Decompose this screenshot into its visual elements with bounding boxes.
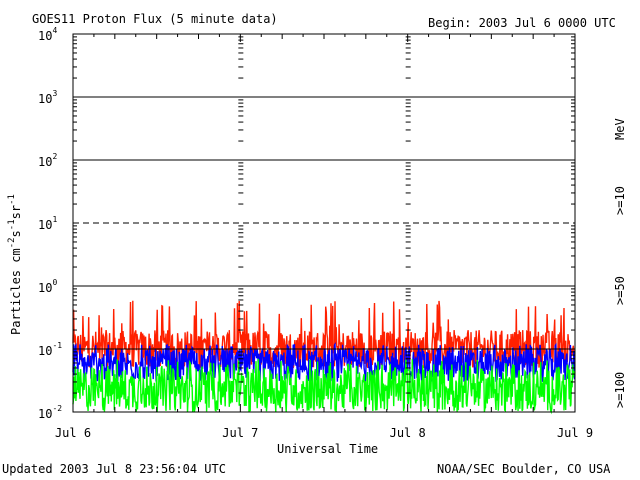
y-tick-label: 10-1 [38, 341, 62, 358]
series-line-2 [72, 358, 576, 415]
x-tick-label: Jul 8 [390, 426, 426, 440]
svg-text:Particles cm-2s-1sr-1: Particles cm-2s-1sr-1 [7, 194, 23, 335]
y-tick-label: 101 [38, 215, 57, 232]
credit: NOAA/SEC Boulder, CO USA [437, 462, 611, 476]
x-tick-label: Jul 9 [557, 426, 593, 440]
legend-ge10: >=10 [613, 186, 627, 215]
x-tick-label: Jul 6 [55, 426, 91, 440]
x-axis-title: Universal Time [277, 442, 378, 456]
y-axis-title: Particles cm-2s-1sr-1 [7, 194, 23, 335]
legend-ge10-label: >=10 [613, 186, 627, 215]
legend-mev: MeV [613, 118, 627, 140]
x-tick-label: Jul 7 [222, 426, 258, 440]
y-tick-label: 104 [38, 26, 57, 43]
chart-title: GOES11 Proton Flux (5 minute data) [32, 12, 278, 26]
legend-ge100-label: >=100 [613, 372, 627, 408]
series-layer [72, 300, 576, 415]
y-tick-labels: 10-2 10-1 100 101 102 103 104 [38, 26, 62, 421]
x-tick-labels: Jul 6 Jul 7 Jul 8 Jul 9 [55, 426, 593, 440]
legend-ge50-label: >=50 [613, 276, 627, 305]
tick-layer [72, 34, 576, 412]
y-tick-label: 103 [38, 89, 57, 106]
legend-ge100: >=100 [613, 372, 627, 408]
legend-mev-label: MeV [613, 118, 627, 140]
y-tick-label: 10-2 [38, 404, 62, 421]
begin-time: Begin: 2003 Jul 6 0000 UTC [428, 16, 616, 30]
updated-time: Updated 2003 Jul 8 23:56:04 UTC [2, 462, 226, 476]
grid-layer [73, 96, 575, 350]
legend-ge50: >=50 [613, 276, 627, 305]
y-tick-label: 100 [38, 278, 57, 295]
series-line-0 [72, 300, 576, 369]
y-tick-label: 102 [38, 152, 57, 169]
